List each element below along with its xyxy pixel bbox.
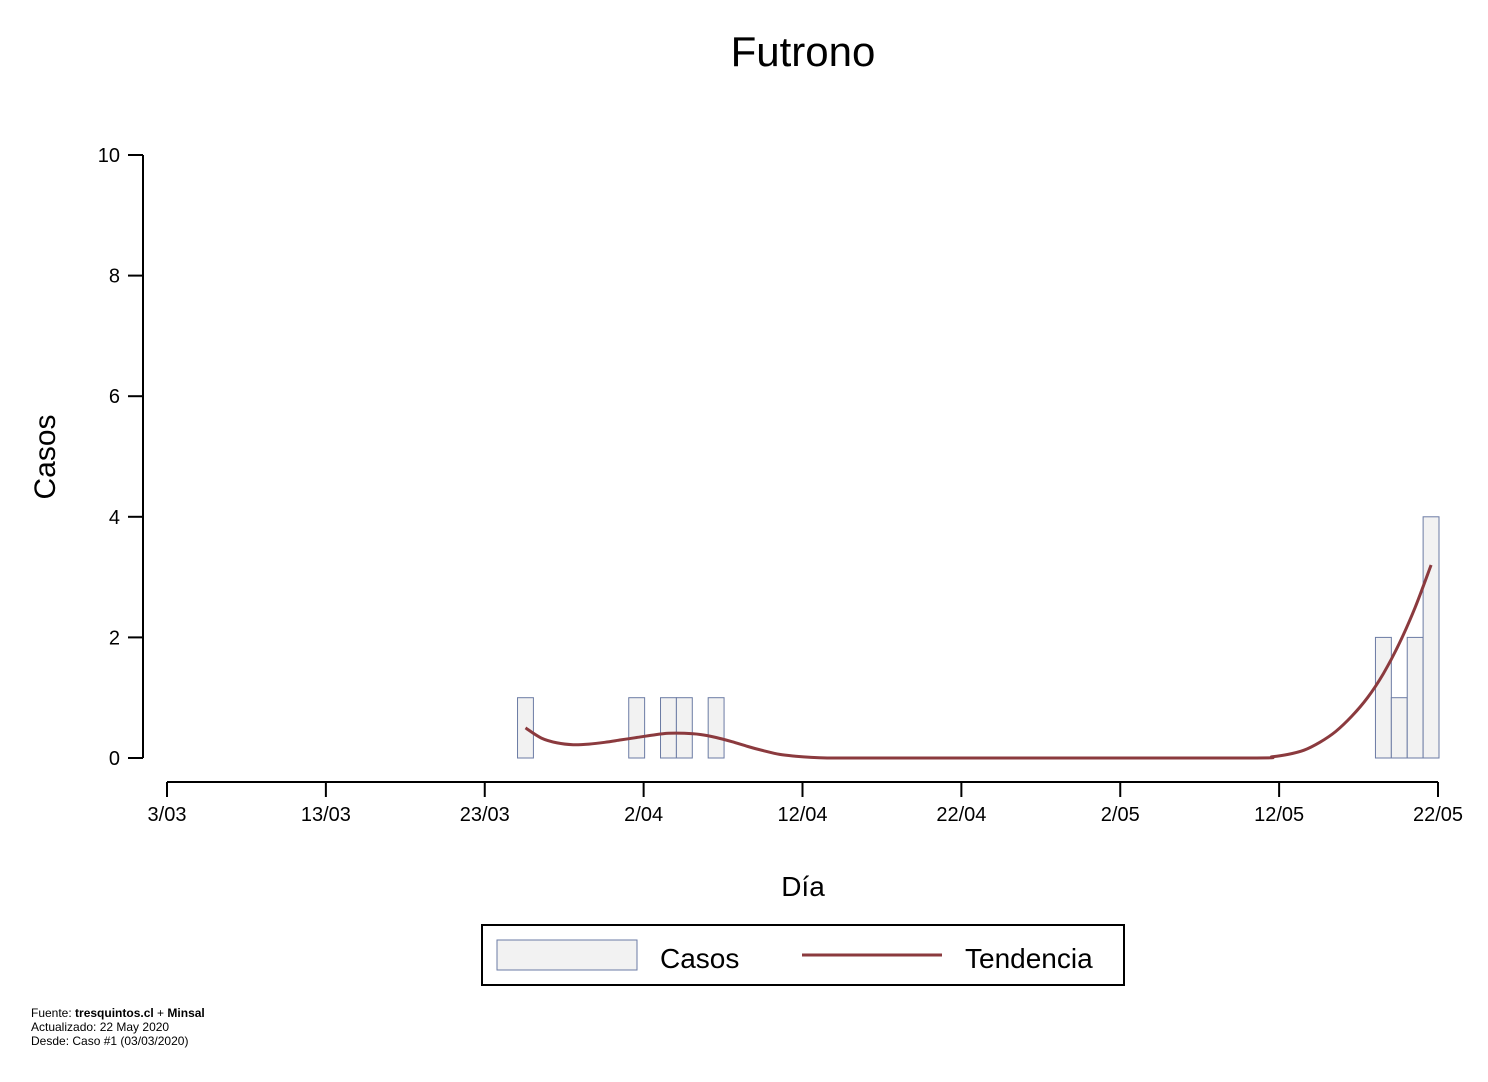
x-tick-label: 2/05 <box>1101 804 1140 826</box>
y-tick-label: 8 <box>109 266 120 288</box>
legend-label-tendencia: Tendencia <box>965 943 1093 974</box>
bar-casos <box>1374 636 1392 759</box>
bar-casos <box>1406 636 1424 759</box>
footer-updated: Actualizado: 22 May 2020 <box>31 1020 170 1034</box>
x-tick-label: 22/04 <box>936 804 986 826</box>
footer-source-join: + <box>153 1006 168 1020</box>
footer: Fuente: tresquintos.cl + Minsal Actualiz… <box>31 1006 205 1048</box>
x-tick-label: 12/04 <box>777 804 827 826</box>
x-axis-label: Día <box>781 871 825 902</box>
x-tick-label: 3/03 <box>148 804 187 826</box>
footer-since: Desde: Caso #1 (03/03/2020) <box>31 1034 189 1048</box>
x-tick-label: 2/04 <box>624 804 663 826</box>
y-axis-ticks: 0 2 4 6 8 10 <box>98 145 143 770</box>
footer-source: Fuente: tresquintos.cl + Minsal <box>31 1006 205 1020</box>
legend: Casos Tendencia <box>481 924 1125 986</box>
bar-casos <box>707 697 725 759</box>
bar-casos <box>675 697 693 759</box>
footer-source-prefix: Fuente: <box>31 1006 76 1020</box>
y-axis-label: Casos <box>29 414 62 499</box>
chart-title: Futrono <box>731 28 876 75</box>
legend-label-casos: Casos <box>660 943 739 974</box>
y-tick-label: 0 <box>109 748 120 770</box>
x-tick-label: 13/03 <box>301 804 351 826</box>
x-axis-ticks: 3/03 13/03 23/03 2/04 12/04 22/04 2/05 12/05 22/… <box>148 782 1463 826</box>
y-tick-label: 10 <box>98 145 120 167</box>
x-tick-label: 12/05 <box>1254 804 1304 826</box>
x-tick-label: 23/03 <box>460 804 510 826</box>
bar-casos <box>1422 516 1440 759</box>
bar-casos <box>660 697 677 759</box>
footer-source-org: Minsal <box>167 1006 205 1020</box>
bars-casos <box>517 516 1440 759</box>
bar-casos <box>1390 697 1408 759</box>
y-tick-label: 4 <box>109 507 120 529</box>
y-tick-label: 6 <box>109 386 120 408</box>
trend-line-tendencia <box>524 564 1433 760</box>
footer-source-site: tresquintos.cl <box>75 1006 154 1020</box>
legend-swatch-casos <box>496 939 638 971</box>
x-tick-label: 22/05 <box>1413 804 1463 826</box>
bar-casos <box>628 697 646 759</box>
bar-casos <box>517 697 534 759</box>
y-tick-label: 2 <box>109 627 120 649</box>
